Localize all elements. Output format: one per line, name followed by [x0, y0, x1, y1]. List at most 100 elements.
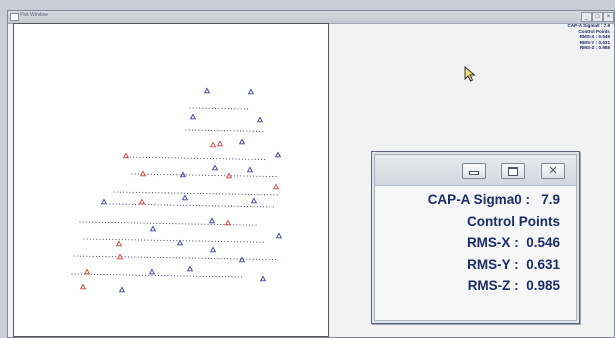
image-center-dot: [220, 258, 222, 260]
control-point-blue-marker: [274, 151, 282, 158]
image-center-dot: [231, 108, 233, 110]
flight-strip-line: [189, 107, 249, 110]
control-point-red-marker: [272, 183, 280, 190]
zoom-rms-x-value: 0.546: [526, 235, 560, 250]
image-center-dot: [109, 203, 111, 205]
image-center-dot: [128, 239, 130, 241]
image-center-dot: [176, 240, 178, 242]
image-center-dot: [272, 175, 274, 178]
image-center-dot: [218, 205, 220, 207]
rms-x-value: 0.546: [598, 34, 611, 40]
image-center-dot: [234, 108, 236, 110]
image-center-dot: [152, 156, 154, 159]
image-center-dot: [83, 255, 85, 257]
image-center-dot: [235, 193, 237, 195]
image-center-dot: [275, 176, 277, 178]
image-center-dot: [172, 257, 174, 259]
image-center-dot: [188, 129, 190, 131]
image-center-dot: [164, 275, 166, 277]
image-center-dot: [223, 224, 225, 226]
window-close-button[interactable]: ×: [603, 12, 614, 22]
image-center-dot: [157, 204, 159, 206]
image-center-dot: [195, 129, 197, 131]
control-point-blue-marker: [250, 197, 258, 204]
plot-canvas[interactable]: [13, 23, 329, 337]
image-center-dot: [202, 107, 204, 109]
zoom-titlebar[interactable]: ✕: [375, 155, 576, 186]
image-center-dot: [182, 174, 184, 176]
image-center-dot: [191, 257, 193, 259]
control-point-blue-marker: [148, 268, 156, 275]
image-center-dot: [209, 193, 211, 195]
image-center-dot: [171, 192, 173, 194]
image-center-dot: [98, 221, 100, 223]
image-center-dot: [184, 157, 186, 159]
zoom-maximize-button[interactable]: [501, 163, 525, 179]
zoom-close-button[interactable]: ✕: [541, 163, 565, 179]
image-center-dot: [212, 275, 214, 278]
window-maximize-button[interactable]: □: [592, 12, 603, 22]
image-center-dot: [205, 107, 207, 109]
zoom-minimize-button[interactable]: [462, 163, 486, 179]
image-center-dot: [210, 223, 212, 225]
image-center-dot: [131, 173, 133, 175]
image-center-dot: [191, 129, 193, 131]
image-center-dot: [217, 130, 219, 132]
image-center-dot: [240, 205, 242, 207]
image-center-dot: [196, 192, 198, 195]
rms-y-value: 0.631: [598, 39, 611, 45]
image-center-dot: [265, 175, 267, 177]
image-center-dot: [224, 108, 226, 110]
image-center-dot: [237, 276, 239, 278]
image-center-dot: [153, 239, 155, 241]
image-center-dot: [123, 191, 125, 193]
control-point-red-marker: [209, 141, 217, 148]
image-center-dot: [205, 174, 207, 176]
image-center-dot: [259, 241, 261, 243]
image-center-dot: [240, 175, 242, 177]
image-center-dot: [71, 273, 73, 275]
image-center-dot: [150, 239, 152, 241]
image-center-dot: [233, 241, 235, 243]
image-center-dot: [147, 239, 149, 241]
image-center-dot: [235, 158, 237, 160]
image-center-dot: [231, 276, 233, 278]
image-center-dot: [129, 274, 131, 276]
image-center-dot: [197, 157, 199, 159]
control-point-blue-marker: [246, 166, 254, 173]
image-center-dot: [86, 238, 88, 240]
zoom-rms-x-label: RMS-X :: [466, 235, 519, 250]
image-center-dot: [213, 158, 215, 160]
image-center-dot: [101, 221, 103, 223]
image-center-dot: [155, 192, 157, 194]
image-center-dot: [167, 192, 169, 194]
image-center-dot: [257, 194, 259, 196]
image-center-dot: [183, 204, 185, 206]
image-center-dot: [262, 130, 264, 132]
stats-panel-small: CAP-A Sigma0 : 7.9 Control Points RMS-X …: [568, 23, 610, 51]
image-center-dot: [245, 158, 247, 160]
image-center-dot: [144, 239, 146, 241]
window-minimize-button[interactable]: _: [581, 12, 592, 22]
control-point-red-marker: [115, 240, 123, 247]
image-center-dot: [149, 222, 151, 224]
image-center-dot: [224, 240, 226, 243]
image-center-dot: [243, 205, 245, 207]
image-center-dot: [90, 273, 92, 275]
image-center-dot: [141, 274, 143, 276]
image-center-dot: [115, 256, 117, 258]
image-center-dot: [271, 259, 273, 261]
image-center-dot: [138, 274, 140, 276]
control-point-red-marker: [216, 140, 224, 147]
image-center-dot: [119, 191, 121, 193]
control-point-blue-marker: [211, 164, 219, 171]
image-center-dot: [221, 108, 223, 110]
image-center-dot: [237, 205, 239, 207]
image-center-dot: [242, 224, 244, 226]
sigma-value: 7.9: [603, 23, 610, 28]
image-center-dot: [163, 257, 165, 259]
image-center-dot: [228, 193, 230, 195]
image-center-dot: [259, 175, 261, 177]
image-center-dot: [140, 222, 142, 224]
image-center-dot: [159, 257, 161, 259]
